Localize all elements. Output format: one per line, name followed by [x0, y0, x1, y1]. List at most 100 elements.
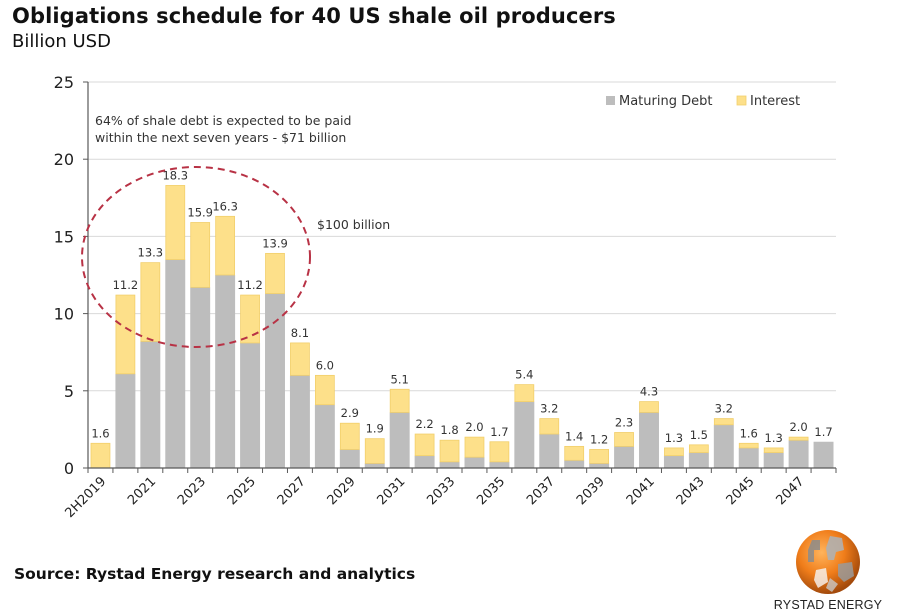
legend-swatch-maturing-debt — [606, 96, 615, 105]
y-tick-label: 15 — [54, 227, 74, 246]
data-label-2029: 2.9 — [341, 406, 359, 420]
source-note: Source: Rystad Energy research and analy… — [14, 565, 416, 583]
bar-maturing-debt-2033 — [439, 461, 460, 468]
bar-interest-2025 — [240, 294, 260, 344]
bar-interest-2039 — [589, 449, 610, 464]
globe-icon — [796, 530, 860, 594]
bar-interest-2028 — [314, 374, 335, 406]
y-tick-label: 0 — [64, 459, 74, 478]
bar-maturing-debt-2048 — [813, 441, 834, 468]
gridlines — [88, 81, 836, 392]
data-label-2024: 16.3 — [212, 199, 238, 213]
x-tick-label-2027: 2027 — [275, 474, 309, 508]
annotation-debt-share-line1: 64% of shale debt is expected to be paid — [95, 113, 351, 128]
data-label-2046: 1.3 — [765, 431, 783, 445]
bar-maturing-debt-2026 — [265, 293, 285, 468]
bar-maturing-debt-2020 — [115, 373, 136, 468]
data-label-2042: 1.3 — [665, 431, 683, 445]
bar-maturing-debt-2022 — [165, 259, 186, 468]
data-label-2028: 6.0 — [316, 358, 334, 372]
data-labels: 1.6 11.2 13.3 18.3 15.9 16.3 11.2 13.9 8.1 6.0 2.9… — [91, 168, 832, 446]
bar-interest-2024 — [215, 215, 236, 276]
data-label-2027: 8.1 — [291, 326, 309, 340]
x-tick-label-2021: 2021 — [125, 474, 159, 508]
bar-interest-2036 — [514, 384, 535, 403]
bar-maturing-debt-2037 — [539, 434, 560, 468]
x-tick-label-2023: 2023 — [175, 474, 209, 508]
x-tick-label-2041: 2041 — [624, 474, 658, 508]
chart-title: Obligations schedule for 40 US shale oil… — [12, 4, 616, 28]
bar-interest-2043 — [688, 444, 709, 453]
bar-interest-2026 — [265, 252, 285, 294]
bar-interest-2033 — [439, 439, 460, 463]
bar-interest-2H2019 — [90, 442, 111, 469]
bar-interest-2047 — [788, 436, 809, 441]
data-label-2025: 11.2 — [237, 278, 263, 292]
bar-interest-2045 — [738, 442, 759, 449]
bar-maturing-debt-2034 — [464, 457, 485, 468]
data-label-2034: 2.0 — [465, 420, 483, 434]
bar-interest-2032 — [414, 433, 435, 457]
bar-interest-2040 — [614, 432, 634, 447]
bar-interest-2030 — [364, 438, 385, 464]
bar-interest-2041 — [639, 401, 659, 413]
bar-maturing-debt-2045 — [738, 447, 759, 468]
bar-maturing-debt-2023 — [190, 287, 211, 468]
bar-interest-2046 — [763, 447, 784, 453]
y-tick-label: 5 — [64, 382, 74, 401]
y-axis: 0 5 10 15 20 25 — [54, 73, 89, 478]
x-tick-label-2035: 2035 — [474, 474, 508, 508]
bar-interest-2029 — [339, 422, 360, 450]
bar-maturing-debt-2040 — [614, 446, 635, 468]
y-tick-label: 10 — [54, 305, 74, 324]
data-label-2047: 2.0 — [789, 420, 807, 434]
bar-maturing-debt-2027 — [289, 375, 310, 468]
x-tick-label-2033: 2033 — [424, 474, 458, 508]
logo-text: RYSTAD ENERGY — [773, 598, 883, 612]
bars — [90, 185, 834, 469]
x-tick-label-2047: 2047 — [773, 474, 807, 508]
x-tick-label-2037: 2037 — [524, 474, 558, 508]
data-label-2020: 11.2 — [113, 278, 139, 292]
data-label-2031: 5.1 — [391, 372, 409, 386]
legend-swatch-interest — [736, 95, 747, 106]
bar-interest-2021 — [140, 262, 161, 342]
data-label-2037: 3.2 — [540, 402, 558, 416]
bar-interest-2031 — [389, 388, 410, 413]
bar-maturing-debt-2036 — [514, 401, 535, 468]
data-label-2032: 2.2 — [415, 417, 433, 431]
bar-maturing-debt-2043 — [688, 452, 709, 468]
legend-label-maturing-debt: Maturing Debt — [619, 94, 712, 109]
data-label-2039: 1.2 — [590, 432, 608, 446]
bar-maturing-debt-2021 — [140, 341, 161, 468]
x-tick-label-2039: 2039 — [574, 474, 608, 508]
annotation-total: $100 billion — [317, 217, 390, 232]
bar-maturing-debt-2038 — [564, 460, 585, 468]
x-tick-label-2029: 2029 — [325, 474, 359, 508]
data-label-2022: 18.3 — [162, 168, 188, 182]
bar-maturing-debt-2029 — [339, 449, 360, 468]
bar-interest-2020 — [115, 294, 136, 375]
x-axis: 2H2019 2021 2023 2025 2027 2029 2031 2033 2035 20… — [63, 467, 837, 521]
data-label-2035: 1.7 — [490, 425, 508, 439]
data-label-2021: 13.3 — [138, 246, 164, 260]
data-label-2038: 1.4 — [565, 429, 583, 443]
bar-maturing-debt-2044 — [713, 424, 734, 468]
bar-maturing-debt-2035 — [489, 461, 510, 468]
x-tick-label-2031: 2031 — [374, 474, 408, 508]
bar-interest-2034 — [464, 436, 485, 458]
bar-maturing-debt-2030 — [364, 463, 385, 468]
bar-interest-2022 — [165, 185, 186, 260]
data-label-2043: 1.5 — [690, 428, 708, 442]
data-label-2023: 15.9 — [187, 206, 213, 220]
bar-maturing-debt-2032 — [414, 455, 435, 468]
bar-interest-2035 — [489, 441, 510, 463]
data-label-2033: 1.8 — [440, 423, 458, 437]
bar-maturing-debt-2025 — [240, 342, 261, 468]
x-tick-label-2045: 2045 — [724, 474, 758, 508]
bar-interest-2042 — [664, 447, 684, 457]
bar-maturing-debt-2041 — [639, 412, 659, 468]
rystad-logo: RYSTAD ENERGY — [768, 526, 888, 614]
y-tick-label: 20 — [54, 150, 74, 169]
